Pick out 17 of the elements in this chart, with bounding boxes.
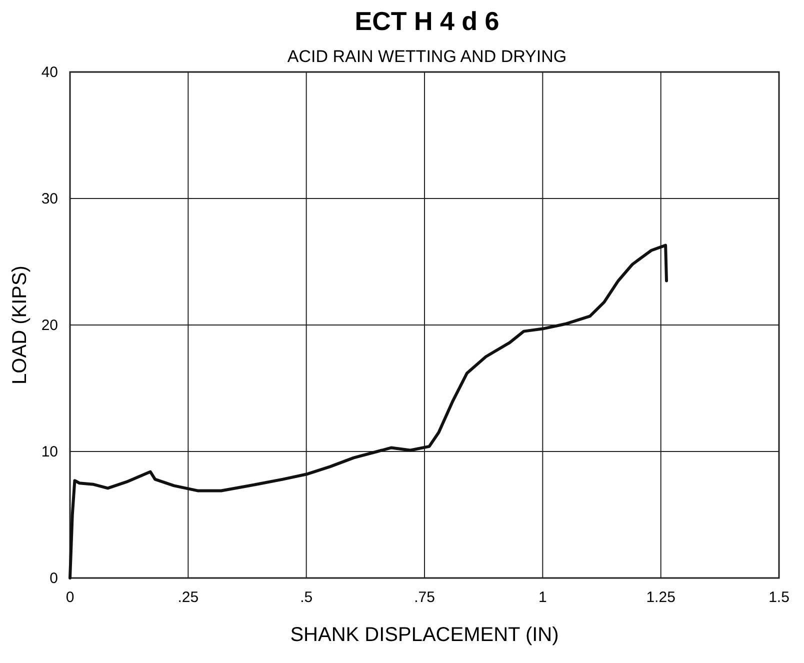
x-tick-label: .25 [178, 589, 199, 606]
x-tick-label: .75 [414, 589, 435, 606]
y-tick-label: 30 [41, 190, 58, 208]
y-tick-label: 10 [41, 444, 58, 460]
line-series [68, 244, 668, 580]
x-axis-title: SHANK DISPLACEMENT (IN) [290, 624, 559, 646]
x-tick-label: 1 [538, 589, 547, 606]
x-tick-label: .5 [300, 589, 313, 606]
y-tick-label: 20 [41, 317, 58, 334]
y-tick-label: 0 [50, 570, 58, 587]
x-tick-label: 1.5 [768, 589, 790, 606]
y-tick-label: 40 [41, 64, 58, 81]
chart-title: ECT H 4 d 6 [354, 6, 500, 36]
chart-subtitle: ACID RAIN WETTING AND DRYING [287, 47, 567, 66]
y-axis-title: LOAD (KIPS) [9, 266, 31, 384]
x-tick-label: 0 [66, 589, 74, 606]
x-tick-label: 1.25 [646, 589, 676, 606]
